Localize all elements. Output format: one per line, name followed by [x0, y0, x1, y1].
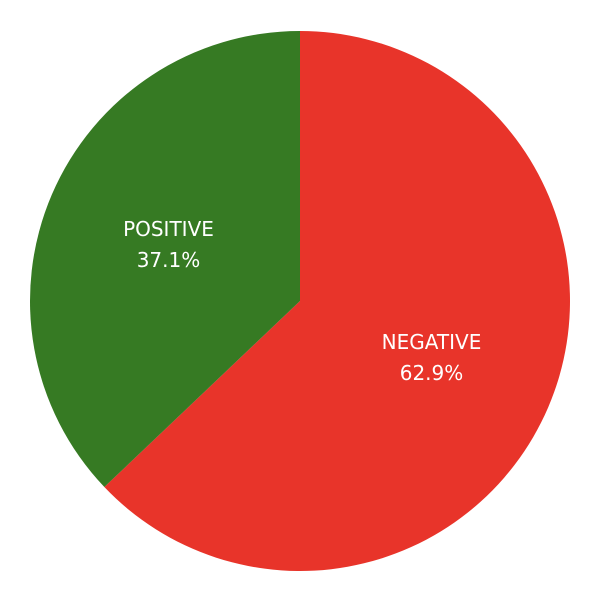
slices-group: [30, 31, 571, 571]
slice-percent-positive: 37.1%: [137, 248, 201, 272]
labels-group: NEGATIVE 62.9% POSITIVE 37.1%: [123, 217, 481, 385]
slice-label-positive: POSITIVE: [123, 217, 214, 241]
slice-percent-negative: 62.9%: [400, 361, 464, 385]
pie-slice-positive: [30, 31, 301, 488]
slice-label-negative: NEGATIVE: [382, 330, 482, 354]
pie-slice-negative: [104, 31, 571, 571]
